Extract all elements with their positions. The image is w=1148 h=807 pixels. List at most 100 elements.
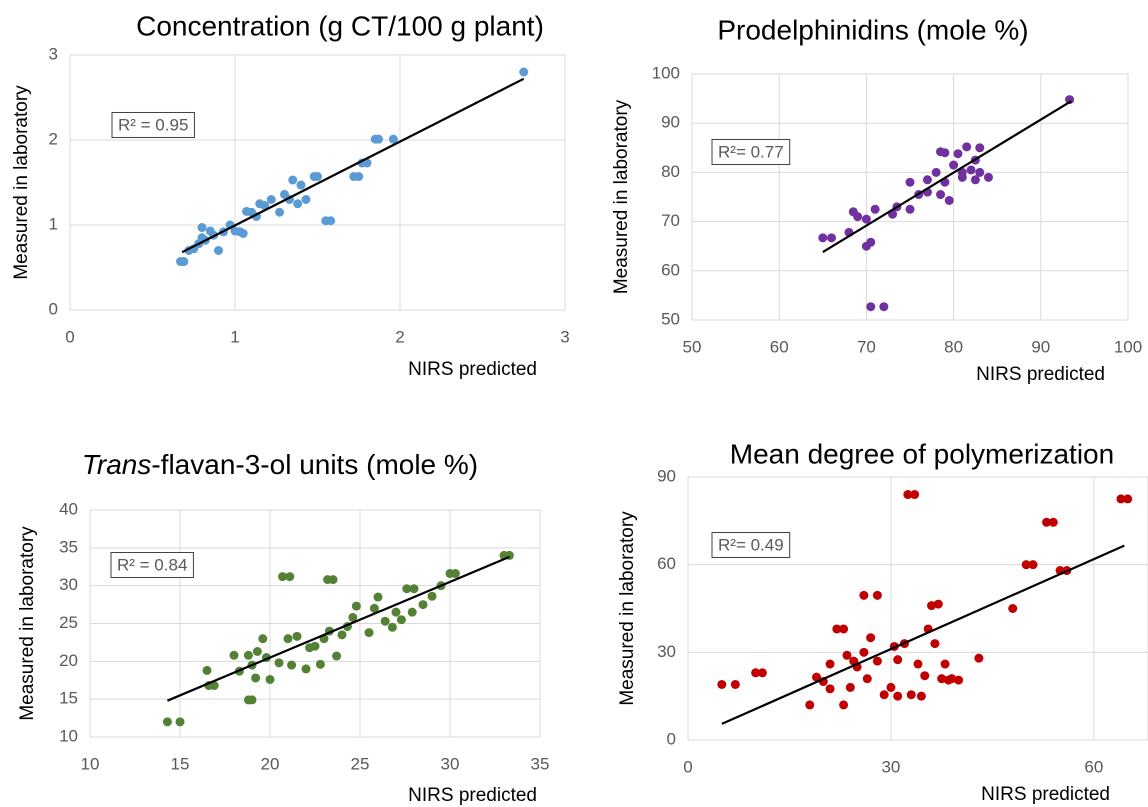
point (866, 302, 876, 312)
plot-border (69, 54, 566, 311)
annotation-box (110, 551, 194, 578)
y-tick-label: 50 (661, 309, 680, 328)
point (402, 584, 412, 594)
point (937, 674, 947, 684)
point (1123, 494, 1133, 504)
point (332, 651, 342, 661)
point (879, 302, 889, 312)
point (975, 143, 985, 153)
point (903, 490, 913, 500)
point (962, 142, 972, 152)
point (870, 204, 880, 214)
point (396, 615, 406, 625)
y-axis-label: Measured in laboratory (611, 99, 632, 294)
point (328, 575, 338, 585)
point (251, 673, 261, 683)
point (905, 177, 915, 187)
point (274, 658, 284, 668)
y-axis-label: Measured in laboratory (617, 511, 638, 706)
y-tick-label: 1 (49, 214, 58, 233)
point (285, 572, 295, 582)
point (886, 682, 896, 692)
point (202, 665, 212, 675)
y-tick-label: 0 (49, 299, 58, 318)
point (827, 233, 837, 243)
point (296, 180, 306, 190)
plot-border (691, 73, 1129, 321)
y-tick-label: 30 (59, 575, 78, 594)
x-tick-label: 1 (230, 327, 239, 346)
point (301, 195, 311, 204)
point (936, 190, 946, 200)
r2-annotation: R²= 0.77 (718, 142, 784, 161)
point (275, 207, 285, 217)
y-tick-label: 60 (657, 554, 676, 573)
point (970, 175, 980, 185)
point (293, 199, 303, 209)
chart-title: Prodelphinidins (mole %) (717, 14, 1028, 45)
point (845, 682, 855, 692)
point (427, 591, 437, 601)
annotation-box (711, 531, 791, 558)
y-tick-label: 35 (59, 537, 78, 556)
plot-border (687, 476, 1148, 741)
r2-annotation: R² = 0.84 (117, 555, 187, 574)
r2-annotation: R² = 0.95 (118, 115, 188, 134)
trendline (822, 100, 1072, 254)
x-tick-label: 15 (171, 754, 190, 773)
point (930, 639, 940, 649)
point (931, 167, 941, 177)
point (866, 237, 876, 247)
x-axis-label: NIRS predicted (976, 364, 1105, 385)
point (283, 634, 293, 644)
y-axis-label: Measured in laboratory (11, 85, 32, 280)
point (842, 650, 852, 660)
title-part: -flavan-3-ol units (mole %) (151, 449, 478, 480)
point (916, 691, 926, 701)
point (450, 569, 460, 579)
x-tick-label: 80 (944, 337, 963, 356)
x-tick-label: 20 (261, 754, 280, 773)
point (1028, 560, 1038, 570)
point (940, 659, 950, 669)
point (927, 601, 937, 611)
point (214, 246, 223, 255)
point (893, 655, 903, 665)
x-tick-label: 0 (65, 327, 74, 346)
point (944, 195, 954, 205)
x-tick-label: 10 (81, 754, 100, 773)
point (859, 590, 869, 600)
x-tick-label: 35 (531, 754, 550, 773)
point (374, 134, 384, 144)
point (940, 148, 950, 158)
y-tick-label: 70 (661, 211, 680, 230)
y-tick-label: 15 (59, 689, 78, 708)
chart-title: Trans-flavan-3-ol units (mole %) (82, 449, 478, 480)
point (825, 684, 835, 694)
point (310, 641, 320, 651)
point (949, 160, 959, 170)
point (354, 172, 364, 182)
point (179, 257, 189, 267)
title-part: Trans (82, 449, 152, 480)
point (252, 646, 262, 656)
point (292, 631, 302, 641)
point (243, 650, 253, 660)
y-tick-label: 20 (59, 651, 78, 670)
point (229, 650, 239, 660)
x-tick-label: 25 (351, 754, 370, 773)
y-tick-label: 100 (652, 63, 680, 82)
point (260, 200, 270, 210)
point (832, 624, 842, 634)
point (805, 700, 815, 710)
point (751, 668, 761, 678)
point (983, 172, 993, 182)
point (326, 216, 336, 226)
y-tick-label: 90 (657, 466, 676, 485)
trendline (166, 555, 510, 702)
point (757, 668, 767, 678)
point (905, 204, 915, 214)
point (818, 233, 828, 243)
point (407, 607, 417, 617)
